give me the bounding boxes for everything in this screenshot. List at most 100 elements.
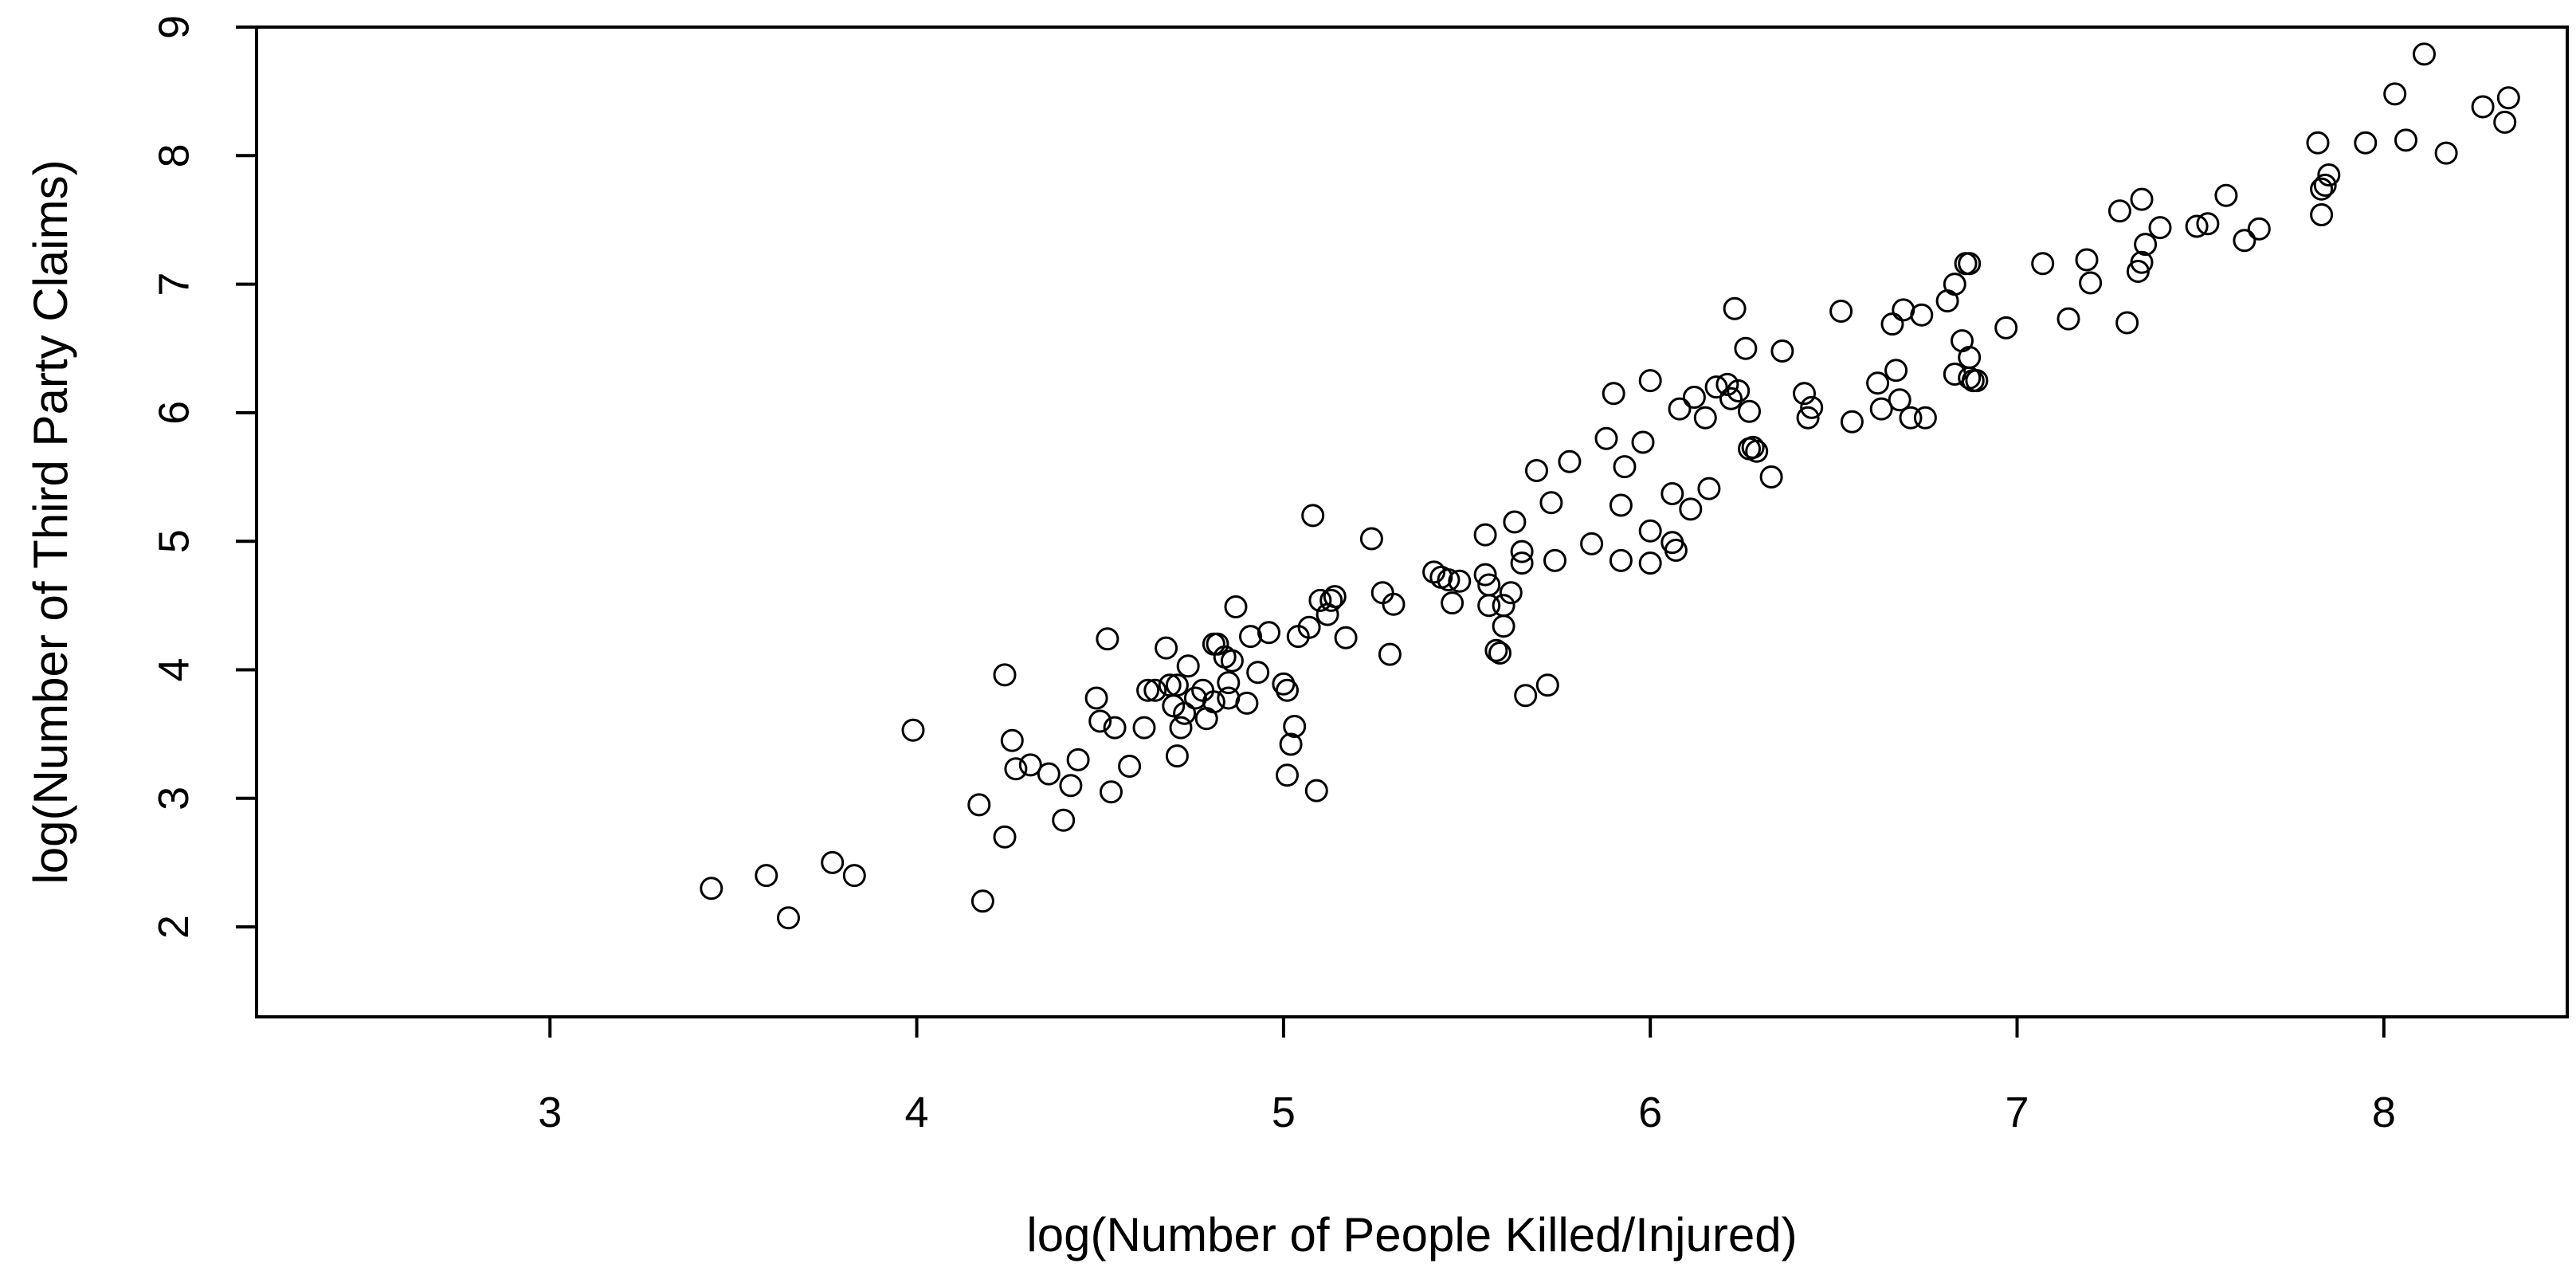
data-point: [993, 825, 1017, 849]
data-point: [1609, 493, 1633, 517]
data-point: [1059, 774, 1083, 798]
data-point: [821, 850, 845, 874]
data-point: [1539, 491, 1563, 515]
data-point: [1304, 779, 1328, 802]
data-point: [1866, 371, 1890, 395]
y-tick-label: 9: [150, 15, 198, 39]
data-point: [1638, 551, 1662, 575]
data-point: [1000, 728, 1024, 752]
data-point: [1202, 690, 1225, 714]
y-axis-title: log(Number of Third Party Claims): [24, 159, 77, 884]
data-point: [1224, 595, 1248, 618]
data-point: [1246, 661, 1270, 685]
data-point: [1727, 379, 1751, 402]
data-point: [1492, 614, 1515, 638]
data-point: [1183, 686, 1207, 710]
data-point: [1323, 585, 1347, 609]
points-layer: [700, 42, 2520, 930]
data-point: [2383, 82, 2407, 106]
data-point: [842, 864, 866, 888]
data-point: [1096, 627, 1119, 651]
data-point: [1503, 510, 1527, 534]
data-point: [1484, 638, 1508, 662]
data-point: [1378, 642, 1402, 666]
data-point: [1276, 763, 1299, 787]
data-point: [1136, 678, 1160, 702]
y-axis: 2 3 4 5 6 7 8 9: [150, 15, 257, 939]
data-point: [2306, 131, 2330, 155]
data-point: [1734, 336, 1758, 360]
data-point: [1052, 808, 1076, 832]
data-point: [777, 906, 800, 930]
plot-frame: [255, 26, 2569, 1018]
data-point: [1176, 654, 1200, 678]
data-point: [2056, 307, 2080, 331]
data-point: [1169, 716, 1193, 740]
data-point: [1609, 548, 1633, 572]
data-point: [1155, 636, 1178, 660]
data-point: [1796, 406, 1820, 430]
data-point: [1943, 273, 1966, 296]
data-point: [1965, 369, 1989, 393]
data-point: [1745, 439, 1769, 463]
data-point: [1510, 551, 1534, 575]
data-point: [1239, 625, 1262, 649]
data-point: [2310, 203, 2334, 226]
data-point: [1100, 780, 1123, 804]
data-point: [1580, 532, 1604, 555]
data-point: [2310, 177, 2334, 201]
data-point: [1668, 397, 1692, 421]
data-point: [1143, 678, 1167, 702]
data-point: [2313, 173, 2337, 197]
x-tick-label: 7: [2006, 1089, 2029, 1136]
data-point: [1800, 395, 1824, 419]
data-point: [1525, 459, 1548, 482]
data-point: [1759, 465, 1783, 489]
data-point: [1704, 375, 1728, 399]
data-point: [1793, 382, 1816, 406]
data-point: [1220, 649, 1244, 673]
data-point: [1679, 497, 1703, 521]
data-point: [2031, 252, 2055, 276]
data-point: [970, 889, 994, 913]
data-point: [2079, 271, 2103, 295]
data-point: [1594, 426, 1618, 450]
data-point: [1301, 504, 1325, 528]
data-point: [2130, 250, 2154, 274]
data-point: [1437, 568, 1461, 592]
data-point: [1770, 339, 1794, 363]
y-tick-label: 6: [150, 401, 198, 425]
data-point: [1276, 678, 1299, 702]
data-point: [1899, 406, 1923, 430]
data-point: [2196, 212, 2220, 236]
data-point: [1535, 673, 1559, 697]
data-point: [1697, 477, 1721, 500]
data-point: [1638, 369, 1662, 393]
data-point: [755, 864, 778, 888]
data-point: [1084, 686, 1108, 710]
x-tick-label: 8: [2372, 1089, 2396, 1136]
data-point: [1088, 709, 1112, 733]
data-point: [1664, 539, 1688, 562]
data-point: [1173, 701, 1197, 725]
y-tick-label: 2: [150, 915, 198, 939]
y-tick-label: 7: [150, 273, 198, 296]
data-point: [1558, 449, 1582, 473]
data-point: [2148, 216, 2172, 240]
data-point: [2317, 163, 2341, 186]
data-point: [1422, 560, 1446, 584]
data-point: [1913, 406, 1937, 430]
data-point: [2130, 187, 2154, 211]
data-point: [2413, 42, 2436, 66]
data-point: [1869, 397, 1893, 421]
data-point: [1910, 303, 1934, 327]
x-axis-title: log(Number of People Killed/Injured): [1026, 1208, 1797, 1261]
data-point: [2075, 248, 2099, 272]
x-tick-label: 4: [905, 1089, 929, 1136]
data-point: [2394, 128, 2417, 152]
data-point: [1543, 548, 1566, 572]
data-point: [1132, 716, 1156, 740]
data-point: [1682, 386, 1706, 409]
data-point: [1840, 410, 1864, 434]
